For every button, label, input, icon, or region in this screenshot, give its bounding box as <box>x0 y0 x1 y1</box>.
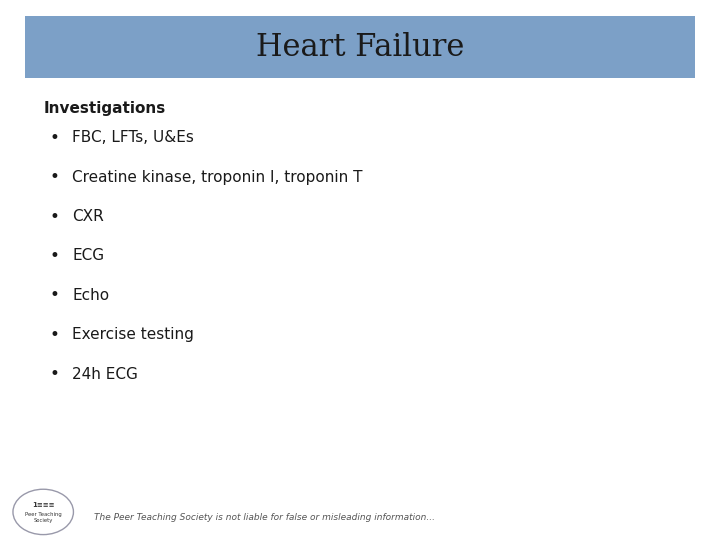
Text: Echo: Echo <box>72 288 109 303</box>
Text: The Peer Teaching Society is not liable for false or misleading information...: The Peer Teaching Society is not liable … <box>94 513 435 522</box>
Text: •: • <box>49 129 59 147</box>
Text: •: • <box>49 247 59 265</box>
Text: Heart Failure: Heart Failure <box>256 32 464 63</box>
Text: Creatine kinase, troponin I, troponin T: Creatine kinase, troponin I, troponin T <box>72 170 362 185</box>
Text: Exercise testing: Exercise testing <box>72 327 194 342</box>
Text: •: • <box>49 326 59 344</box>
Text: •: • <box>49 286 59 305</box>
Text: 1≡≡≡: 1≡≡≡ <box>32 502 55 509</box>
Text: ECG: ECG <box>72 248 104 264</box>
FancyBboxPatch shape <box>25 16 695 78</box>
Text: Investigations: Investigations <box>43 100 166 116</box>
Text: Peer Teaching
Society: Peer Teaching Society <box>24 512 62 523</box>
Text: •: • <box>49 207 59 226</box>
Text: CXR: CXR <box>72 209 104 224</box>
Text: •: • <box>49 365 59 383</box>
Text: •: • <box>49 168 59 186</box>
Text: 24h ECG: 24h ECG <box>72 367 138 382</box>
Text: FBC, LFTs, U&Es: FBC, LFTs, U&Es <box>72 130 194 145</box>
